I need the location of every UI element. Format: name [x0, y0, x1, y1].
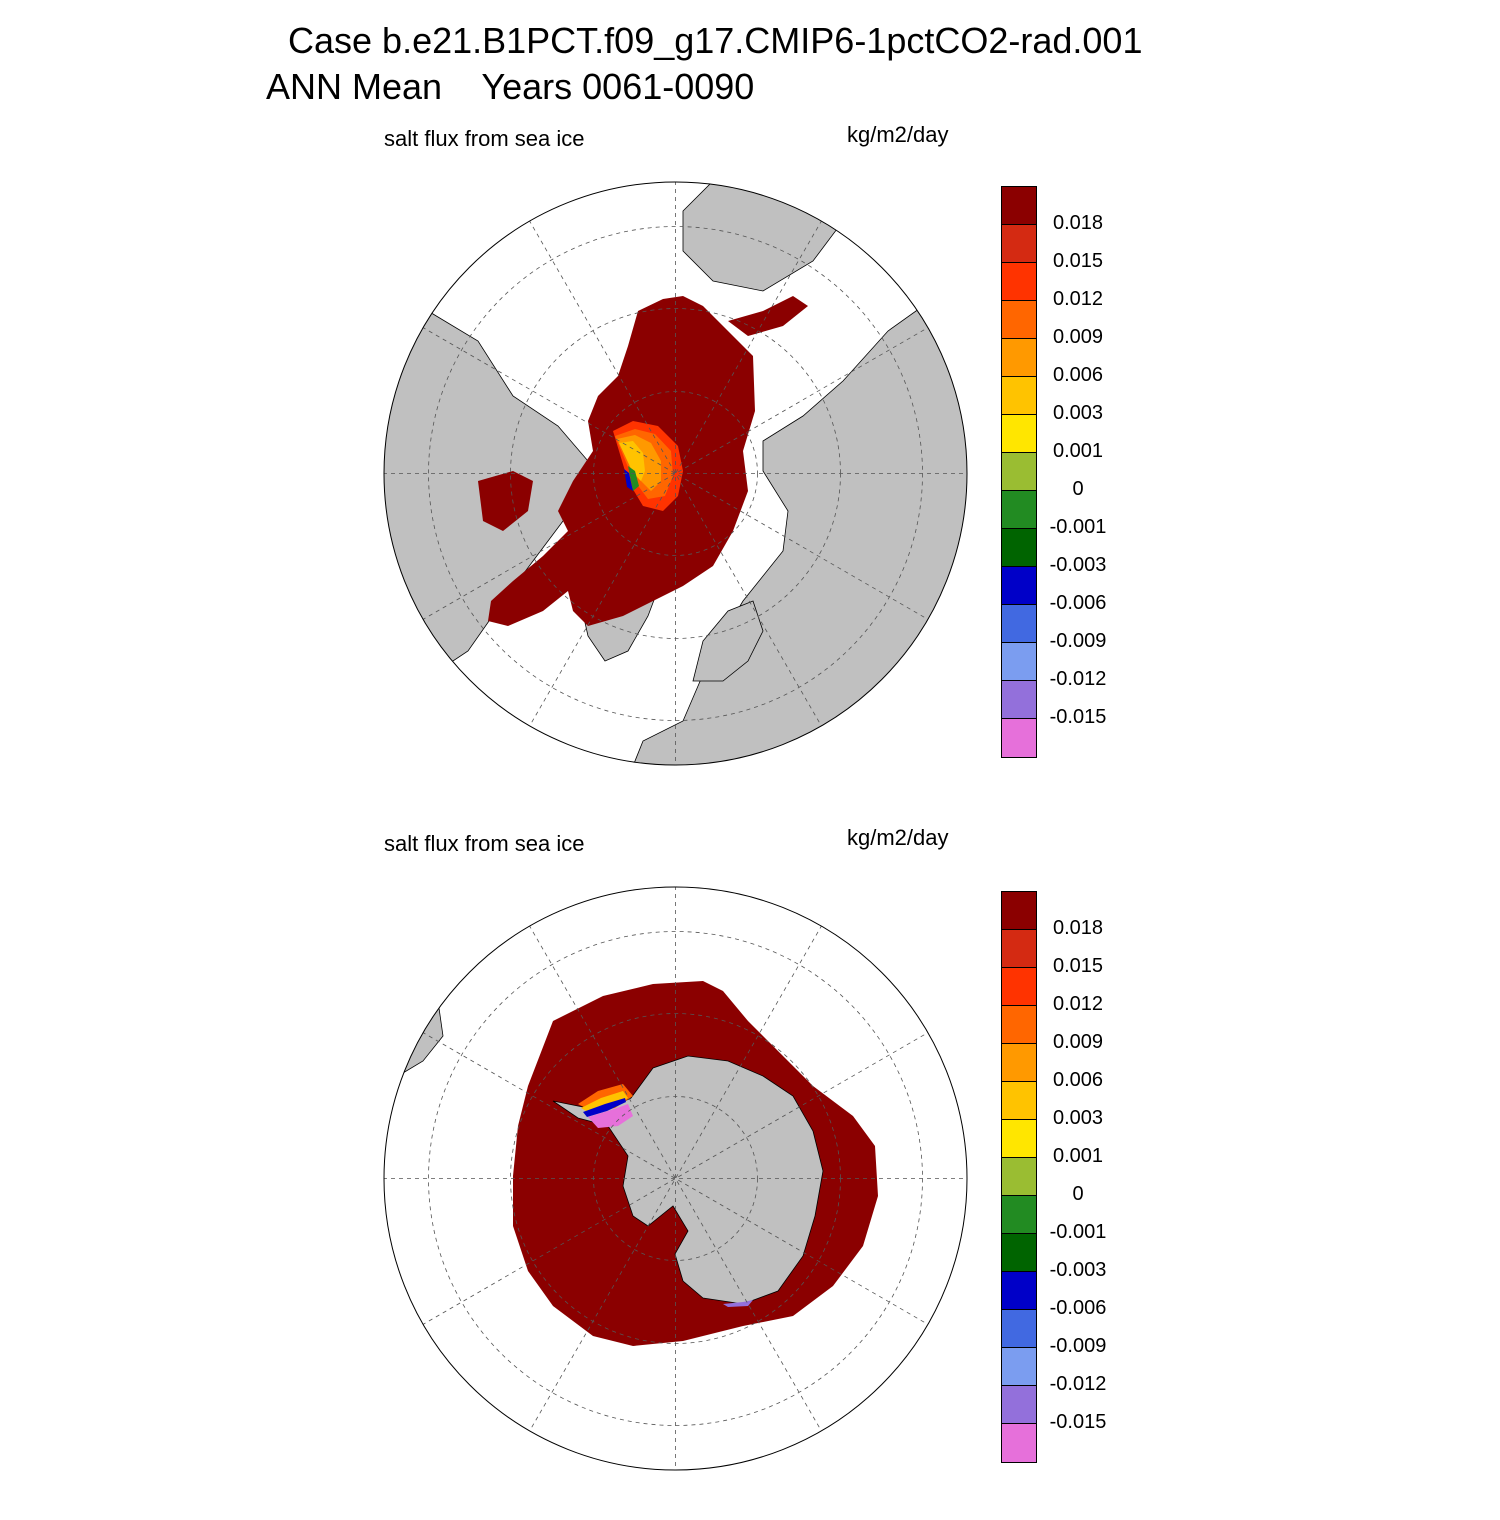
colorbar-swatch [1002, 1120, 1036, 1158]
colorbar-tick-label: 0.018 [1052, 917, 1104, 939]
colorbar-swatch [1002, 1234, 1036, 1272]
colorbar-tick-label: 0.006 [1052, 364, 1104, 386]
colorbar-swatch [1002, 453, 1036, 491]
colorbar-tick-label: -0.009 [1049, 1335, 1107, 1357]
colorbar-tick-label: 0.018 [1052, 212, 1104, 234]
colorbar-tick-label: -0.006 [1049, 592, 1107, 614]
colorbar-swatch [1002, 1272, 1036, 1310]
colorbar-swatch [1002, 1082, 1036, 1120]
colorbar-tick-label: -0.003 [1049, 1259, 1107, 1281]
figure-title-line1: Case b.e21.B1PCT.f09_g17.CMIP6-1pctCO2-r… [288, 20, 1143, 61]
colorbar-swatch [1002, 263, 1036, 301]
colorbar-swatch [1002, 719, 1036, 757]
colorbar-swatch [1002, 1044, 1036, 1082]
colorbar-tick-label: 0.006 [1052, 1069, 1104, 1091]
variable-label: salt flux from sea ice [384, 126, 585, 151]
colorbar-tick-label: 0.001 [1052, 440, 1104, 462]
colorbar-tick-label: 0.012 [1052, 288, 1104, 310]
panel-south: salt flux from sea ice kg/m2/day [0, 815, 1500, 1520]
units-label: kg/m2/day [847, 122, 949, 147]
colorbar-swatch [1002, 1196, 1036, 1234]
colorbar-tick-label: -0.009 [1049, 630, 1107, 652]
colorbar-swatch [1002, 491, 1036, 529]
colorbar-tick-label: -0.012 [1049, 1373, 1107, 1395]
colorbar-swatch [1002, 892, 1036, 930]
colorbar-swatch [1002, 643, 1036, 681]
colorbar-tick-label: -0.001 [1049, 516, 1107, 538]
colorbar-swatch [1002, 567, 1036, 605]
colorbar-tick-label: 0.003 [1052, 402, 1104, 424]
colorbar-south [1001, 891, 1037, 1463]
colorbar-tick-label: 0.009 [1052, 326, 1104, 348]
colorbar-tick-label: 0.015 [1052, 250, 1104, 272]
colorbar-swatch [1002, 1006, 1036, 1044]
colorbar-tick-label: 0.001 [1052, 1145, 1104, 1167]
colorbar-tick-label: 0 [1072, 1183, 1084, 1205]
colorbar-tick-label: 0.012 [1052, 993, 1104, 1015]
colorbar-tick-label: 0 [1072, 478, 1084, 500]
colorbar-tick-label: -0.012 [1049, 668, 1107, 690]
colorbar-swatch [1002, 529, 1036, 567]
colorbar-swatch [1002, 1348, 1036, 1386]
colorbar-tick-label: -0.006 [1049, 1297, 1107, 1319]
colorbar-swatch [1002, 1424, 1036, 1462]
seaice-field-hudson [478, 471, 533, 531]
colorbar-swatch [1002, 339, 1036, 377]
colorbar-swatch [1002, 1386, 1036, 1424]
colorbar-tick-label: 0.009 [1052, 1031, 1104, 1053]
colorbar-swatch [1002, 225, 1036, 263]
colorbar-swatch [1002, 605, 1036, 643]
colorbar-swatch [1002, 415, 1036, 453]
colorbar-tick-label: -0.015 [1049, 1411, 1107, 1433]
colorbar-swatch [1002, 187, 1036, 225]
colorbar-tick-label: -0.015 [1049, 706, 1107, 728]
colorbar-swatch [1002, 968, 1036, 1006]
seaice-field-okhotsk [728, 296, 808, 336]
seaice-field-north [488, 296, 755, 626]
colorbar-swatch [1002, 377, 1036, 415]
colorbar-tick-label: 0.003 [1052, 1107, 1104, 1129]
colorbar-swatch [1002, 1158, 1036, 1196]
variable-label: salt flux from sea ice [384, 831, 585, 856]
south-polar-map [383, 886, 968, 1471]
colorbar-swatch [1002, 681, 1036, 719]
figure-title-line2: ANN Mean Years 0061-0090 [266, 66, 755, 107]
colorbar-north [1001, 186, 1037, 758]
colorbar-swatch [1002, 301, 1036, 339]
north-polar-map [383, 181, 968, 766]
panel-north: salt flux from sea ice kg/m2/day [0, 110, 1500, 815]
units-label: kg/m2/day [847, 825, 949, 850]
colorbar-tick-label: 0.015 [1052, 955, 1104, 977]
colorbar-swatch [1002, 1310, 1036, 1348]
colorbar-tick-label: -0.001 [1049, 1221, 1107, 1243]
colorbar-swatch [1002, 930, 1036, 968]
colorbar-tick-label: -0.003 [1049, 554, 1107, 576]
